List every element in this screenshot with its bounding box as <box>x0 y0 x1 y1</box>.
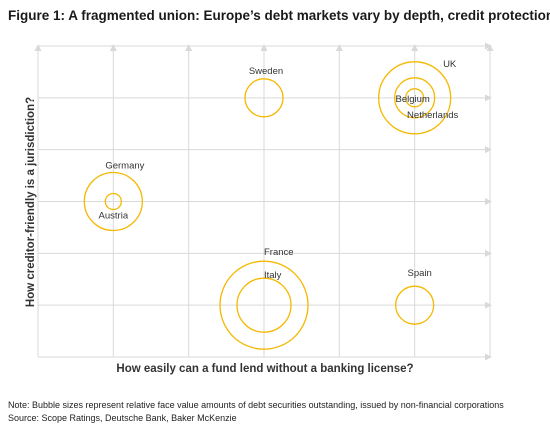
grid-arrow-up <box>335 44 343 51</box>
bubble-uk <box>378 61 452 135</box>
grid-lines <box>34 42 494 361</box>
footnote: Note: Bubble sizes represent relative fa… <box>8 400 504 410</box>
bubbles <box>83 61 452 350</box>
grid-arrow-up <box>260 44 268 51</box>
bubble-label-sweden: Sweden <box>249 66 283 77</box>
grid-arrow-right <box>485 42 492 50</box>
bubble-belgium <box>405 88 425 108</box>
grid-arrow-right <box>485 353 492 361</box>
bubble-sweden <box>244 78 284 118</box>
bubble-france <box>219 260 309 350</box>
x-axis-label: How easily can a fund lend without a ban… <box>116 363 413 375</box>
bubble-label-germany: Germany <box>105 161 144 172</box>
bubble-austria <box>104 192 122 211</box>
source-line: Source: Scope Ratings, Deutsche Bank, Ba… <box>8 413 237 423</box>
grid-arrow-right <box>485 198 492 205</box>
bubble-netherlands <box>394 77 436 119</box>
grid-arrow-up <box>486 44 494 51</box>
bubble-label-france: France <box>264 247 294 258</box>
bubble-label-austria: Austria <box>99 211 129 222</box>
y-axis-label: How creditor-friendly is a jurisdiction? <box>25 97 37 307</box>
grid-arrow-up <box>34 44 42 51</box>
bubble-germany <box>83 171 143 232</box>
grid-arrow-right <box>485 301 492 309</box>
bubble-italy <box>236 277 292 333</box>
grid-arrow-up <box>109 44 117 51</box>
bubble-labels: UK Belgium Netherlands Sweden Germany Austria… <box>99 59 459 281</box>
grid-arrow-right <box>485 94 492 102</box>
bubble-label-spain: Spain <box>408 268 432 279</box>
grid-arrow-right <box>485 249 492 257</box>
grid-arrow-up <box>411 44 419 51</box>
bubble-label-italy: Italy <box>264 270 282 281</box>
bubble-label-uk: UK <box>443 59 457 70</box>
figure-title: Figure 1: A fragmented union: Europe’s d… <box>8 8 550 23</box>
grid-arrow-right <box>485 146 492 154</box>
grid-arrow-up <box>185 44 193 51</box>
bubble-label-belgium: Belgium <box>396 94 430 105</box>
bubble-label-netherlands: Netherlands <box>407 110 458 121</box>
bubble-spain <box>395 285 435 325</box>
